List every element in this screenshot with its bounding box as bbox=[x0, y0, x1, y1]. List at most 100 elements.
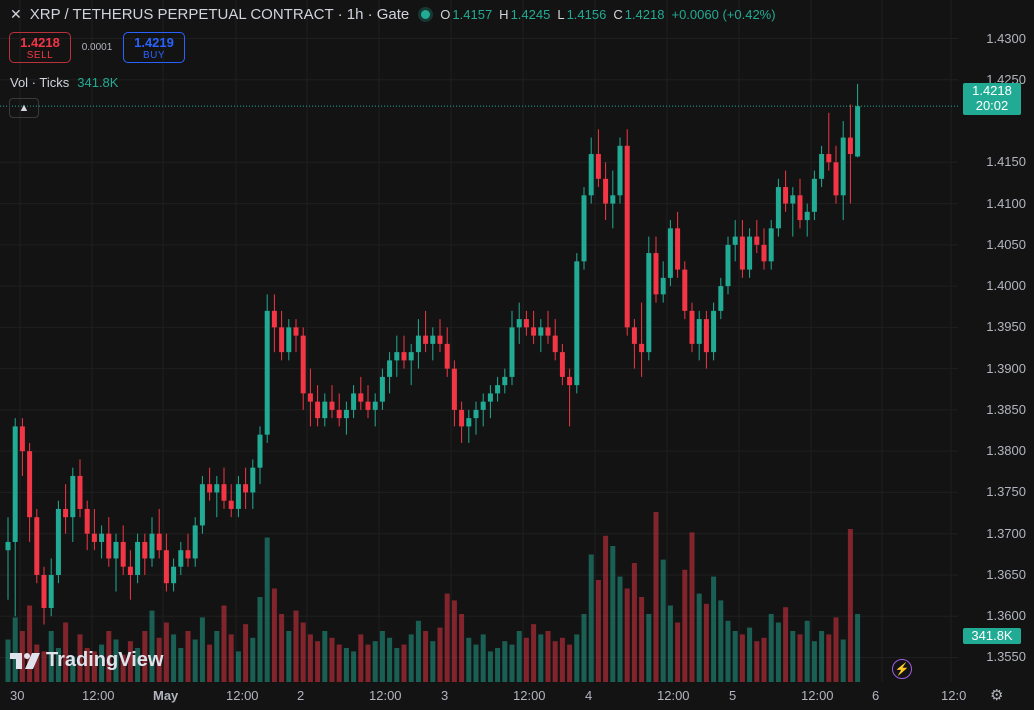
volume-label: Vol · Ticks bbox=[10, 75, 70, 90]
candle-body bbox=[365, 401, 371, 410]
volume-bar bbox=[790, 631, 796, 682]
close-icon[interactable]: ✕ bbox=[10, 6, 22, 22]
volume-bar bbox=[408, 634, 414, 682]
volume-legend[interactable]: Vol · Ticks 341.8K bbox=[10, 75, 118, 90]
candle-body bbox=[300, 335, 306, 394]
volume-bar bbox=[595, 580, 601, 682]
high-label: H bbox=[499, 7, 509, 22]
candle-body bbox=[559, 352, 565, 377]
volume-bar bbox=[574, 634, 580, 682]
candle-body bbox=[163, 550, 169, 584]
candle-body bbox=[358, 393, 364, 402]
candle-body bbox=[149, 533, 155, 559]
ohlc-values: O 1.4157 H 1.4245 L 1.4156 C 1.4218 +0.0060 … bbox=[440, 7, 775, 22]
candle-body bbox=[732, 236, 738, 245]
candle-body bbox=[70, 475, 76, 518]
candle-body bbox=[185, 550, 191, 559]
volume-bar bbox=[322, 631, 328, 682]
candle-body bbox=[646, 253, 652, 353]
candle-body bbox=[567, 376, 573, 386]
price-axis-label: 1.3750 bbox=[986, 484, 1026, 500]
candle-body bbox=[63, 508, 69, 518]
gear-icon[interactable]: ⚙ bbox=[990, 687, 1004, 704]
volume-bar bbox=[559, 637, 565, 682]
candle-body bbox=[783, 187, 789, 204]
time-axis-label: 3 bbox=[441, 688, 449, 703]
bar-countdown: 20:02 bbox=[975, 98, 1009, 113]
candle-body bbox=[19, 426, 25, 452]
volume-bar bbox=[667, 605, 673, 682]
volume-bar bbox=[12, 617, 18, 682]
candle-body bbox=[423, 335, 429, 344]
candle-body bbox=[617, 145, 623, 196]
candle-body bbox=[495, 385, 501, 394]
sell-button[interactable]: 1.4218 SELL bbox=[9, 32, 71, 63]
tradingview-logo-icon bbox=[10, 652, 40, 669]
volume-bar bbox=[185, 631, 191, 682]
candle-body bbox=[790, 195, 796, 204]
candle-body bbox=[574, 261, 580, 386]
candle-body bbox=[372, 401, 378, 410]
volume-bar bbox=[171, 634, 177, 682]
volume-bar bbox=[120, 654, 126, 682]
lightning-icon[interactable]: ⚡ bbox=[892, 659, 912, 679]
candle-body bbox=[819, 154, 825, 179]
volume-bar bbox=[70, 656, 76, 682]
change-value: +0.0060 (+0.42%) bbox=[671, 7, 776, 22]
volume-bar bbox=[5, 639, 11, 682]
market-status-icon bbox=[421, 10, 431, 19]
chart-grid bbox=[0, 0, 958, 682]
candle-body bbox=[667, 228, 673, 278]
volume-bar bbox=[394, 648, 400, 682]
close-value: 1.4218 bbox=[624, 7, 665, 22]
close-label: C bbox=[613, 7, 623, 22]
candle-body bbox=[322, 401, 328, 419]
volume-bar bbox=[34, 644, 40, 682]
volume-bar bbox=[351, 651, 357, 682]
candle-body bbox=[531, 327, 537, 336]
candle-body bbox=[387, 360, 393, 377]
volume-bar bbox=[480, 634, 486, 682]
candle-body bbox=[804, 211, 810, 221]
volume-bar bbox=[847, 529, 853, 682]
volume-bar bbox=[235, 651, 241, 682]
candle-body bbox=[156, 533, 162, 551]
symbol-title[interactable]: XRP / TETHERUS PERPETUAL CONTRACT · 1h ·… bbox=[29, 6, 410, 23]
candle-body bbox=[214, 484, 220, 493]
chart-header: ✕ XRP / TETHERUS PERPETUAL CONTRACT · 1h… bbox=[10, 6, 776, 23]
volume-bar bbox=[545, 631, 551, 682]
candle-body bbox=[509, 327, 515, 377]
volume-bar bbox=[732, 631, 738, 682]
buy-button[interactable]: 1.4219 BUY bbox=[123, 32, 185, 63]
volume-bar bbox=[257, 597, 263, 682]
volume-bar bbox=[797, 634, 803, 682]
candle-body bbox=[480, 401, 486, 410]
candle-body bbox=[293, 327, 299, 336]
volume-bar bbox=[401, 644, 407, 682]
candle-body bbox=[682, 269, 688, 311]
open-label: O bbox=[440, 7, 451, 22]
volume-bar bbox=[228, 634, 234, 682]
price-axis-label: 1.4300 bbox=[986, 30, 1026, 46]
price-axis-label: 1.3600 bbox=[986, 608, 1026, 624]
candle-body bbox=[379, 376, 385, 402]
candle-body bbox=[487, 393, 493, 402]
volume-bar bbox=[502, 641, 508, 682]
volume-bar bbox=[711, 576, 717, 682]
trade-buttons: 1.4218 SELL 0.0001 1.4219 BUY bbox=[9, 32, 185, 63]
time-axis-label: May bbox=[153, 688, 179, 703]
candle-body bbox=[264, 310, 270, 435]
volume-bar bbox=[646, 614, 652, 682]
time-axis-label: 12:00 bbox=[226, 688, 259, 703]
candle-body bbox=[279, 327, 285, 353]
collapse-legend-button[interactable]: ▲ bbox=[9, 98, 39, 118]
volume-bar bbox=[516, 631, 522, 682]
volume-bar bbox=[106, 631, 112, 682]
volume-bar bbox=[682, 569, 688, 682]
candle-body bbox=[811, 178, 817, 212]
price-axis-label: 1.3900 bbox=[986, 360, 1026, 376]
tradingview-logo[interactable]: TradingView bbox=[10, 649, 163, 672]
candle-body bbox=[286, 327, 292, 353]
time-axis-label: 2 bbox=[297, 688, 305, 703]
